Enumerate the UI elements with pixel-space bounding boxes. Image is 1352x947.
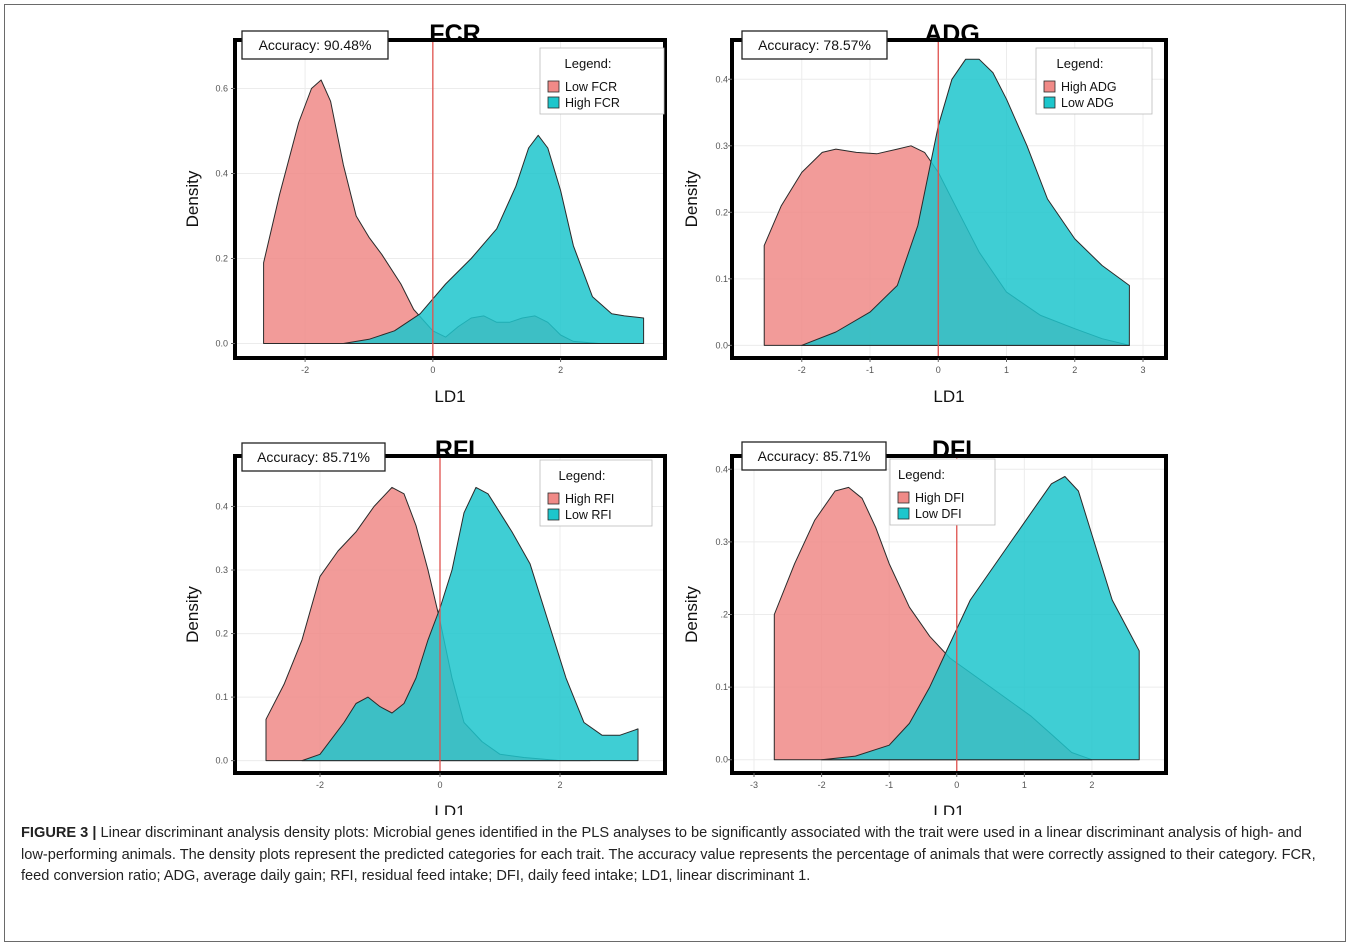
density-panel-fcr: 0.0 0.2 0.4 0.6 -2 0 2 LD1 Density FCR Accuracy: 9… <box>183 20 667 406</box>
panel-border <box>233 454 667 775</box>
y-tick-label: 0.2 <box>715 207 728 217</box>
accuracy-label: Accuracy: 85.71% <box>257 449 370 465</box>
figure-caption: FIGURE 3 | Linear discriminant analysis … <box>21 823 1326 888</box>
legend: Legend: High RFI Low RFI <box>539 459 653 527</box>
y-tick-label: 0.2 <box>215 254 228 264</box>
legend-title: Legend: <box>898 467 945 482</box>
x-tick-label: 3 <box>1140 365 1145 375</box>
x-axis-label: LD1 <box>434 802 465 815</box>
y-tick-label: 0.0 <box>715 755 728 765</box>
y-axis-label: Density <box>183 170 202 227</box>
chart-title: FCR <box>429 20 480 48</box>
legend-title: Legend: <box>559 468 606 483</box>
y-tick-label: 0.3 <box>715 537 728 547</box>
legend-label: Low FCR <box>565 80 617 94</box>
legend-box <box>539 47 665 115</box>
legend-title: Legend: <box>565 56 612 71</box>
legend-swatch-teal <box>1043 96 1056 109</box>
legend-title: Legend: <box>1057 56 1104 71</box>
legend-swatch-red <box>547 80 560 93</box>
y-tick-label: 0.1 <box>215 692 228 702</box>
y-axis-label: Density <box>183 586 202 643</box>
density-panel-dfi: 0.00.1.20.30.4-3 -2 -1 0 1 2LD1DensityDFIAccu… <box>682 436 1168 815</box>
y-tick-label: 0.4 <box>215 169 228 179</box>
y-tick-label: 0.2 <box>215 629 228 639</box>
x-tick-label: -2 <box>316 780 324 790</box>
accuracy-box <box>741 441 887 471</box>
legend-swatch-red <box>547 492 560 505</box>
y-axis-label: Density <box>682 170 701 227</box>
density-area-low-rfi <box>301 486 639 762</box>
y-tick-label: 0.4 <box>215 501 228 511</box>
x-tick-label: -2 <box>301 365 309 375</box>
accuracy-box <box>241 442 386 472</box>
x-tick-label: 1 <box>1004 365 1009 375</box>
y-tick-label: 0.3 <box>215 565 228 575</box>
x-tick-label: 1 <box>1022 780 1027 790</box>
y-tick-label: 0.0 <box>215 756 228 766</box>
figure-frame <box>4 4 1346 942</box>
caption-label: FIGURE 3 | <box>21 825 97 841</box>
y-tick-label: 0.4 <box>715 464 728 474</box>
legend-label: High FCR <box>565 96 620 110</box>
y-tick-label: 0.3 <box>715 141 728 151</box>
density-area-low-adg <box>801 58 1130 346</box>
legend-label: High ADG <box>1061 80 1117 94</box>
x-axis-label: LD1 <box>933 387 964 406</box>
y-tick-label: 0.4 <box>715 74 728 84</box>
accuracy-box <box>241 30 389 60</box>
x-tick-label: -3 <box>750 780 758 790</box>
y-tick-label: 0.6 <box>215 84 228 94</box>
x-axis-label: LD1 <box>434 387 465 406</box>
x-tick-label: 0 <box>430 365 435 375</box>
x-tick-label: -1 <box>885 780 893 790</box>
legend-swatch-red <box>897 491 910 504</box>
density-panel-adg: 0.0 0.1 0.2 0.3 0.4 -2 -1 0 1 2 3 LD1 Density ADG Accu… <box>682 20 1168 406</box>
chart-title: RFI <box>435 436 475 464</box>
y-tick-label: 0.1 <box>715 682 728 692</box>
legend-swatch-red <box>1043 80 1056 93</box>
caption-text: Linear discriminant analysis density plo… <box>21 825 1316 884</box>
x-tick-label: 2 <box>1072 365 1077 375</box>
legend-swatch-teal <box>897 507 910 520</box>
y-tick-label: 0.0 <box>715 340 728 350</box>
density-panel-rfi: 0.0 0.1 0.2 0.3 0.4 -2 0 2 LD1 Density RFI Accuracy… <box>183 436 667 815</box>
legend-label: High RFI <box>565 492 614 506</box>
legend-label: Low ADG <box>1061 96 1114 110</box>
x-tick-label: 0 <box>437 780 442 790</box>
accuracy-label: Accuracy: 90.48% <box>259 37 372 53</box>
y-tick-label: .2 <box>720 610 728 620</box>
x-axis-label: LD1 <box>933 802 964 815</box>
y-tick-label: 0.0 <box>215 339 228 349</box>
density-area-high-fcr <box>342 134 645 344</box>
x-tick-label: -2 <box>818 780 826 790</box>
legend: Legend: High DFI Low DFI <box>889 458 996 526</box>
legend: Legend: Low FCR High FCR <box>539 47 665 115</box>
x-tick-label: 0 <box>936 365 941 375</box>
legend-swatch-teal <box>547 508 560 521</box>
x-tick-label: 2 <box>558 365 563 375</box>
legend: Legend: High ADG Low ADG <box>1035 47 1153 115</box>
accuracy-box <box>741 30 888 60</box>
x-tick-label: 0 <box>954 780 959 790</box>
legend-label: Low RFI <box>565 508 612 522</box>
x-tick-label: 2 <box>1089 780 1094 790</box>
legend-swatch-teal <box>547 96 560 109</box>
x-tick-label: 2 <box>557 780 562 790</box>
legend-label: Low DFI <box>915 507 962 521</box>
y-axis-label: Density <box>682 586 701 643</box>
x-tick-label: -2 <box>798 365 806 375</box>
y-tick-label: 0.1 <box>715 274 728 284</box>
density-area-low-dfi <box>821 476 1140 761</box>
panel-border <box>233 38 667 360</box>
x-tick-label: -1 <box>866 365 874 375</box>
accuracy-label: Accuracy: 85.71% <box>758 448 871 464</box>
chart-title: ADG <box>924 20 980 48</box>
legend-label: High DFI <box>915 491 964 505</box>
accuracy-label: Accuracy: 78.57% <box>758 37 871 53</box>
panel-border <box>730 38 1168 360</box>
